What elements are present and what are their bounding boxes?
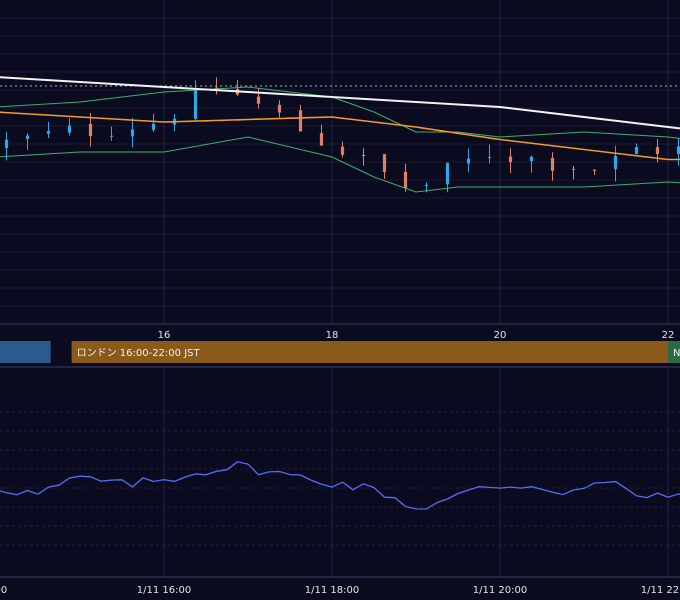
candle-up <box>529 156 534 162</box>
candle-up <box>676 146 680 155</box>
bollinger-bands <box>0 86 680 193</box>
candle-down <box>319 133 324 146</box>
price-x-tick-label: 18 <box>326 330 339 341</box>
candle-down <box>298 110 303 132</box>
candle-up <box>151 123 156 130</box>
candle-up <box>130 129 135 137</box>
session-band <box>0 341 51 363</box>
candlesticks <box>4 77 680 193</box>
candle-down <box>277 104 282 113</box>
oscillator-line <box>0 461 680 510</box>
candle-down <box>592 169 597 171</box>
candle-down <box>508 156 513 163</box>
candle-up <box>4 139 9 148</box>
candle-up <box>67 125 72 133</box>
candle-down <box>655 147 660 154</box>
bollinger-upper-line <box>0 86 680 139</box>
session-bar: ロンドン 16:00-22:00 JST NY 22:00-07:00 JST <box>0 341 680 363</box>
oscillator-series-line <box>0 461 680 510</box>
oscillator-x-tick-label: 4:00 <box>0 585 7 596</box>
oscillator-x-tick-label: 1/11 16:00 <box>137 585 191 596</box>
candle-up <box>613 155 618 170</box>
ma-long-line <box>0 76 680 130</box>
price-x-tick-label: 22 <box>662 330 675 341</box>
moving-averages <box>0 76 680 161</box>
oscillator-x-tick-label: 1/11 20:00 <box>473 585 527 596</box>
candle-down <box>403 171 408 189</box>
session-label: ロンドン 16:00-22:00 JST <box>77 348 201 359</box>
candle-down <box>340 146 345 155</box>
price-x-axis: 4161820220246 <box>158 330 675 341</box>
candle-down <box>550 157 555 171</box>
price-x-tick-label: 20 <box>494 330 507 341</box>
candle-up <box>46 131 51 134</box>
oscillator-panel-grid <box>0 367 680 577</box>
candle-down <box>214 87 219 91</box>
candle-down <box>571 168 576 170</box>
price-x-tick-label: 16 <box>158 330 171 341</box>
candle-up <box>424 184 429 186</box>
session-band <box>71 341 669 363</box>
oscillator-x-tick-label: 1/11 22:00 <box>641 585 680 596</box>
session-band <box>668 341 680 363</box>
candle-up <box>487 156 492 158</box>
price-panel-grid <box>0 0 680 324</box>
session-label: NY 22:00-07:00 JST <box>673 348 680 359</box>
candle-up <box>445 162 450 185</box>
candle-up <box>109 135 114 137</box>
candle-down <box>88 123 93 137</box>
oscillator-x-axis: 4:00 1/11 16:00 1/11 18:00 1/11 20:00 1/11 2… <box>0 585 680 596</box>
candle-down <box>382 154 387 172</box>
candle-up <box>25 135 30 139</box>
ma-mid-line <box>0 111 680 161</box>
candle-down <box>256 96 261 104</box>
candle-up <box>193 89 198 119</box>
oscillator-x-tick-label: 1/11 18:00 <box>305 585 359 596</box>
candle-up <box>466 158 471 164</box>
candle-down <box>361 154 366 156</box>
bollinger-lower-line <box>0 136 680 193</box>
candle-up <box>634 147 639 155</box>
